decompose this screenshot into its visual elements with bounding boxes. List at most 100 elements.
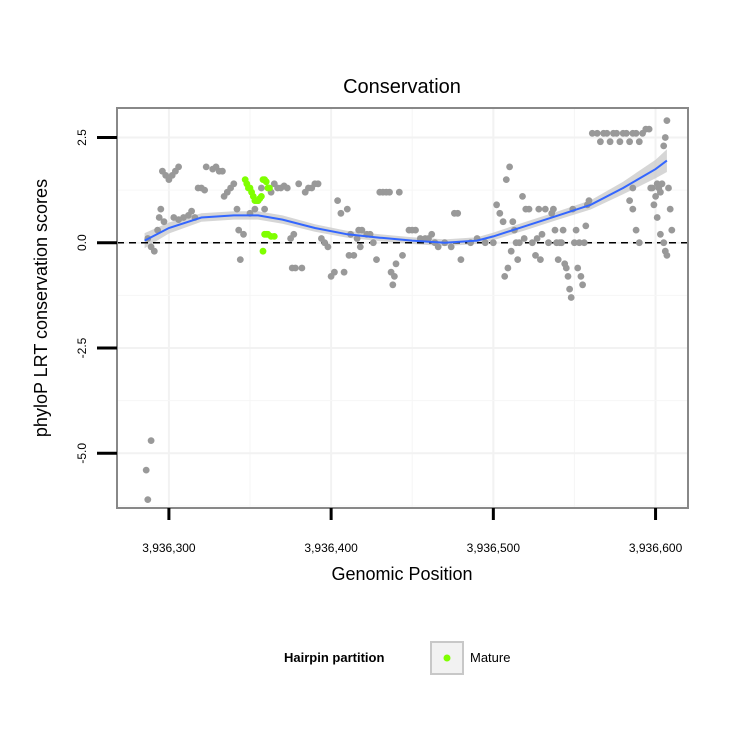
other-point bbox=[356, 243, 364, 251]
other-point bbox=[585, 197, 593, 205]
y-tick-label: -2.5 bbox=[75, 337, 89, 358]
other-point bbox=[603, 129, 611, 137]
other-point bbox=[653, 214, 661, 221]
legend: Hairpin partition Mature bbox=[284, 641, 510, 675]
other-point bbox=[258, 184, 265, 192]
other-point bbox=[541, 205, 549, 213]
other-point bbox=[545, 239, 552, 247]
other-point bbox=[574, 264, 582, 272]
other-point bbox=[623, 129, 630, 137]
other-point bbox=[613, 129, 620, 137]
plot-border bbox=[116, 107, 689, 509]
other-point bbox=[645, 125, 653, 133]
other-point bbox=[499, 218, 507, 226]
other-point bbox=[142, 466, 150, 474]
other-point bbox=[251, 205, 259, 213]
x-axis: 3,936,300 3,936,400 3,936,500 3,936,600 bbox=[142, 508, 683, 555]
other-point bbox=[219, 167, 226, 175]
other-point bbox=[550, 205, 557, 213]
other-point bbox=[504, 264, 512, 272]
other-point bbox=[373, 256, 380, 263]
x-tick-label: 3,936,300 bbox=[142, 541, 196, 555]
other-point bbox=[668, 226, 676, 234]
other-point bbox=[626, 197, 633, 205]
other-point bbox=[657, 188, 664, 196]
other-point bbox=[298, 264, 306, 272]
other-point bbox=[528, 239, 536, 247]
other-point bbox=[551, 226, 559, 234]
mature-point bbox=[258, 193, 265, 200]
other-point bbox=[150, 247, 158, 255]
other-point bbox=[502, 176, 510, 184]
other-point bbox=[564, 273, 572, 280]
other-point bbox=[648, 184, 656, 192]
other-point bbox=[666, 205, 674, 213]
other-point bbox=[230, 180, 238, 188]
other-point bbox=[532, 252, 539, 259]
x-tick-label: 3,936,600 bbox=[629, 541, 683, 555]
y-tick-label: -5.0 bbox=[75, 443, 89, 464]
other-point bbox=[635, 239, 643, 247]
x-tick-label: 3,936,400 bbox=[304, 541, 358, 555]
other-point bbox=[386, 188, 393, 196]
other-point bbox=[663, 117, 671, 124]
other-point bbox=[660, 142, 668, 150]
other-point bbox=[261, 205, 268, 213]
x-tick-label: 3,936,500 bbox=[467, 541, 521, 555]
other-point bbox=[493, 201, 500, 209]
other-point bbox=[457, 256, 465, 263]
other-point bbox=[389, 281, 397, 289]
other-point bbox=[154, 226, 162, 234]
other-point bbox=[515, 239, 523, 247]
other-point bbox=[635, 138, 643, 146]
other-point bbox=[580, 239, 588, 247]
other-point bbox=[292, 264, 299, 272]
chart-title: Conservation bbox=[343, 76, 461, 98]
other-point bbox=[566, 285, 573, 293]
y-axis-title: phyloP LRT conservation scores bbox=[31, 179, 51, 437]
other-point bbox=[537, 256, 544, 263]
other-point bbox=[188, 207, 196, 215]
other-point bbox=[428, 230, 436, 238]
other-point bbox=[626, 138, 633, 146]
other-point bbox=[533, 235, 541, 242]
other-point bbox=[582, 222, 590, 230]
other-point bbox=[353, 235, 361, 242]
mature-point bbox=[259, 247, 267, 255]
other-point bbox=[350, 252, 358, 259]
other-point bbox=[632, 129, 640, 137]
other-point bbox=[331, 268, 338, 276]
other-point bbox=[496, 209, 504, 217]
other-point bbox=[506, 163, 513, 171]
other-point bbox=[147, 437, 155, 444]
other-point bbox=[447, 243, 455, 251]
other-point bbox=[661, 134, 669, 141]
other-point bbox=[567, 294, 575, 301]
other-point bbox=[593, 129, 601, 137]
other-point bbox=[652, 193, 659, 200]
other-point bbox=[481, 239, 489, 247]
other-point bbox=[519, 193, 526, 200]
legend-mature-swatch bbox=[443, 654, 451, 662]
other-point bbox=[358, 226, 366, 234]
other-point bbox=[324, 243, 332, 251]
other-point bbox=[632, 226, 640, 234]
other-point bbox=[629, 184, 637, 192]
other-point bbox=[233, 205, 241, 213]
other-point bbox=[572, 226, 580, 234]
other-point bbox=[525, 205, 533, 213]
other-point bbox=[663, 252, 671, 259]
other-point bbox=[340, 268, 348, 276]
other-point bbox=[395, 188, 403, 196]
other-point bbox=[155, 214, 163, 221]
other-point bbox=[283, 184, 291, 192]
other-point bbox=[412, 226, 419, 234]
other-point bbox=[160, 218, 168, 226]
other-point bbox=[660, 239, 668, 247]
other-point bbox=[343, 205, 351, 213]
other-point bbox=[575, 239, 583, 247]
smooth-trend-line bbox=[144, 159, 668, 244]
other-point bbox=[514, 256, 522, 263]
other-point bbox=[236, 256, 244, 263]
legend-title: Hairpin partition bbox=[284, 650, 384, 665]
